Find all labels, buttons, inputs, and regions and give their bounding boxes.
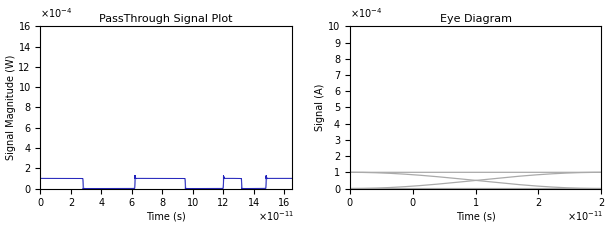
X-axis label: Time (s): Time (s) <box>456 211 495 221</box>
Y-axis label: Signal (A): Signal (A) <box>315 84 325 131</box>
Text: $\times10^{-11}$: $\times10^{-11}$ <box>258 210 295 223</box>
Y-axis label: Signal Magnitude (W): Signal Magnitude (W) <box>5 55 16 160</box>
Title: PassThrough Signal Plot: PassThrough Signal Plot <box>99 14 233 24</box>
Title: Eye Diagram: Eye Diagram <box>440 14 512 24</box>
Text: $\times10^{-4}$: $\times10^{-4}$ <box>350 6 382 20</box>
X-axis label: Time (s): Time (s) <box>146 211 186 221</box>
Text: $\times10^{-4}$: $\times10^{-4}$ <box>40 6 73 20</box>
Text: $\times10^{-11}$: $\times10^{-11}$ <box>567 210 604 223</box>
